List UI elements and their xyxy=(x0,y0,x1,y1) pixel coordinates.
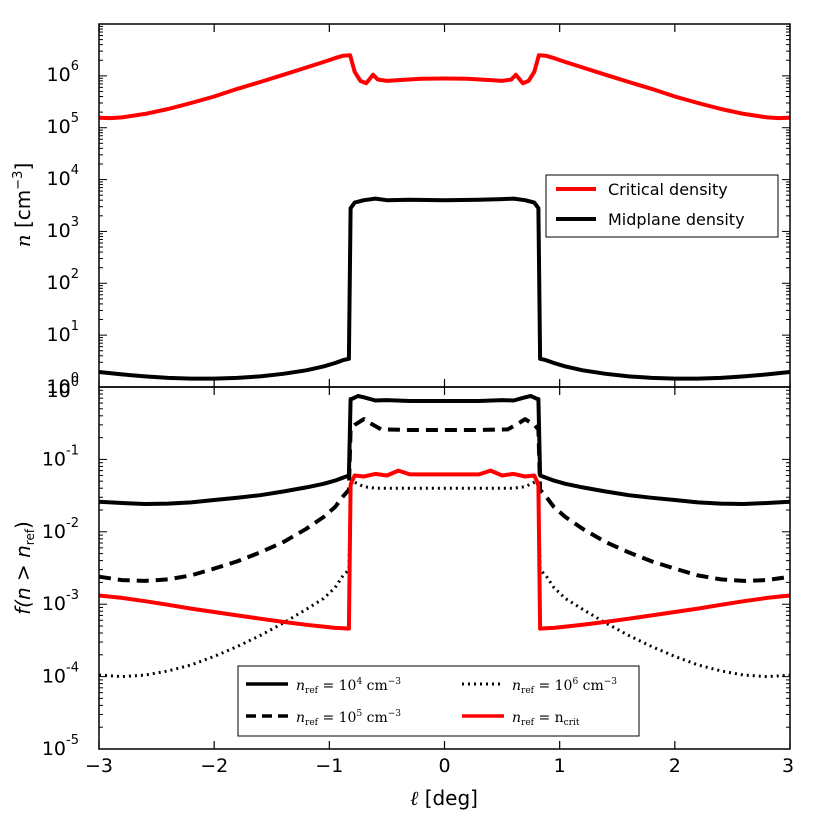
top-ytick-label-4: 104 xyxy=(47,163,79,190)
bottom-ytick-label-3: 10-2 xyxy=(42,515,79,542)
top-ytick-label-3: 103 xyxy=(47,215,79,242)
bottom-panel: 10-5 10-4 10-3 10-2 10-1 100 −3 −2 −1 0 … xyxy=(11,375,794,811)
legend-label-critical-density: Critical density xyxy=(608,180,728,199)
xtick-label-0: −3 xyxy=(85,755,113,777)
bottom-series-n-ref-1e6 xyxy=(98,479,791,679)
bottom-ytick-label-1: 10-4 xyxy=(42,660,79,687)
top-ytick-label-5: 105 xyxy=(47,111,79,138)
top-ytick-label-0: 100 xyxy=(47,371,79,398)
xtick-label-5: 2 xyxy=(669,755,681,777)
xtick-label-1: −2 xyxy=(200,755,228,777)
legend-label-nref-1e5: nref = 105 cm−3 xyxy=(296,709,401,728)
bottom-ticks xyxy=(98,386,791,750)
bottom-series-layer xyxy=(98,394,791,679)
top-ytick-label-1: 101 xyxy=(47,319,79,346)
top-ytick-label-6: 106 xyxy=(47,59,79,86)
xtick-label-4: 1 xyxy=(554,755,566,777)
bottom-legend-box xyxy=(237,665,640,737)
top-legend: Critical density Midplane density xyxy=(545,174,779,238)
legend-label-midplane-density: Midplane density xyxy=(608,210,745,229)
top-ylabel: n [cm−3] xyxy=(11,163,35,248)
top-ytick-label-2: 102 xyxy=(47,267,79,294)
bottom-series-n-ref-1e4 xyxy=(98,394,791,506)
bottom-ytick-label-5: 100 xyxy=(47,375,79,402)
legend-label-nref-1e6: nref = 106 cm−3 xyxy=(512,677,617,696)
bottom-ytick-label-2: 10-3 xyxy=(42,588,79,615)
legend-label-nref-1e4: nref = 104 cm−3 xyxy=(296,677,401,696)
top-series-critical-density xyxy=(98,53,791,121)
bottom-series-n-ref-n-crit xyxy=(98,468,791,631)
top-series-layer xyxy=(98,53,791,381)
xtick-label-3: 0 xyxy=(438,755,450,777)
top-series-midplane-density xyxy=(98,196,791,381)
bottom-ytick-label-0: 10-5 xyxy=(42,733,79,760)
xlabel: ℓ [deg] xyxy=(410,786,478,810)
xtick-label-2: −1 xyxy=(315,755,343,777)
bottom-ytick-label-4: 10-1 xyxy=(42,443,79,470)
bottom-series-n-ref-1e5 xyxy=(98,417,791,583)
bottom-legend: nref = 104 cm−3 nref = 105 cm−3 nref = 1… xyxy=(237,665,640,737)
legend-label-nref-ncrit: nref = ncrit xyxy=(512,710,580,728)
top-ticks xyxy=(98,23,791,388)
xtick-label-6: 3 xyxy=(782,755,794,777)
bottom-ylabel: f(n > nref) xyxy=(11,521,37,615)
top-panel: 100 101 102 103 104 105 106 n [cm−3] Cri… xyxy=(11,23,791,398)
top-legend-box xyxy=(545,174,779,238)
